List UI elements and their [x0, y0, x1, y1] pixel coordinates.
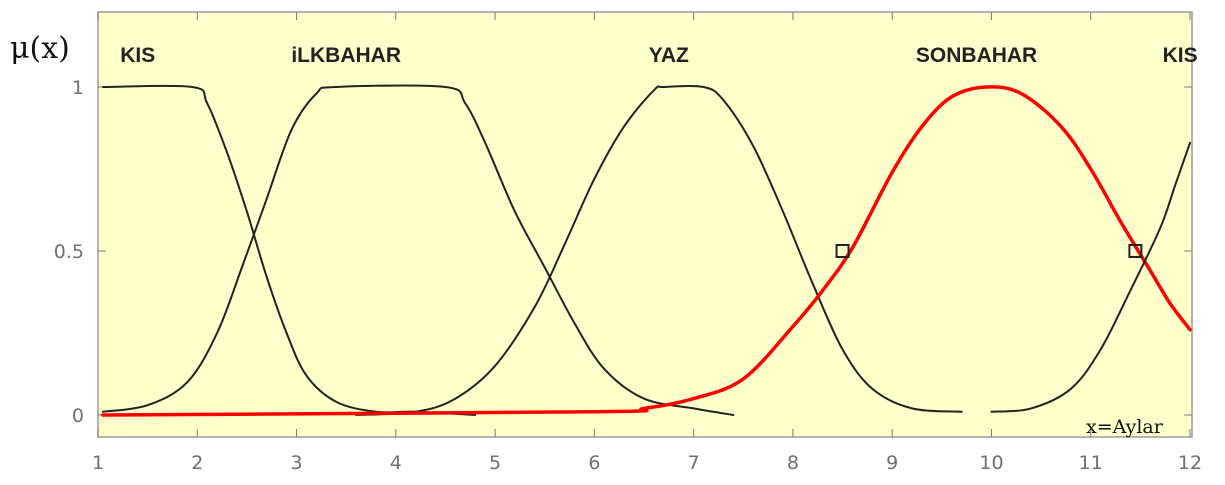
series-line-yaz [355, 84, 963, 416]
y-tick-label: 0 [72, 405, 84, 427]
x-tick-label: 10 [979, 452, 1003, 474]
x-tick-label: 9 [886, 452, 898, 474]
x-tick-label: 3 [290, 452, 302, 474]
point-marker [835, 244, 850, 258]
series-line-sonbahar [101, 85, 1192, 417]
x-axis-label: x=Aylar [1086, 416, 1164, 438]
y-axis-label: μ(x) [10, 31, 70, 66]
x-tick-label: 11 [1079, 452, 1103, 474]
series-line-kis [990, 141, 1191, 413]
series-label-kis: KIS [1163, 44, 1198, 67]
x-tick-label: 2 [191, 452, 203, 474]
series-label-ilkbahar: iLKBAHAR [291, 44, 401, 67]
series-label-sonbahar: SONBAHAR [916, 44, 1037, 67]
x-tick-label: 6 [588, 452, 600, 474]
x-tick-label: 8 [787, 452, 799, 474]
point-marker [1128, 244, 1143, 258]
x-tick-label: 1 [92, 452, 104, 474]
x-tick-label: 7 [688, 452, 700, 474]
y-tick-label: 1 [72, 77, 84, 99]
series-line-ilkbahar [102, 84, 735, 416]
series-label-kis: KIS [120, 44, 155, 67]
x-tick-label: 12 [1178, 452, 1202, 474]
x-tick-label: 5 [489, 452, 501, 474]
x-tick-label: 4 [390, 452, 402, 474]
y-tick-label: 0.5 [54, 241, 84, 263]
plot-area [97, 11, 1193, 438]
series-label-yaz: YAZ [649, 44, 689, 67]
